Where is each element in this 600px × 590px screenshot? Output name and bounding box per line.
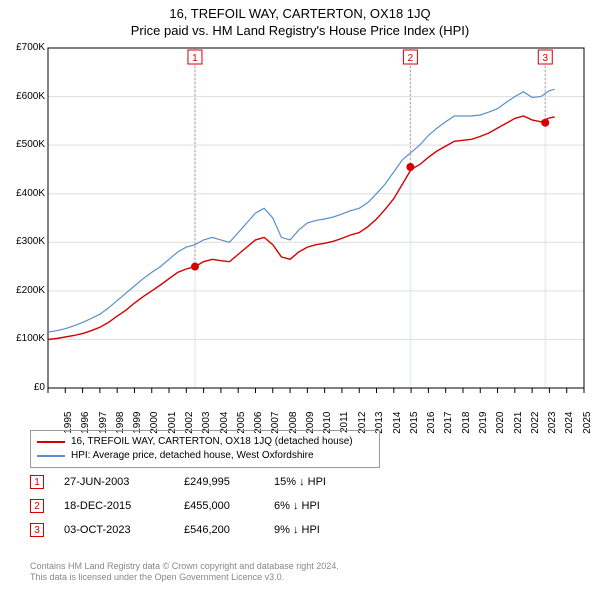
y-tick-label: £600K bbox=[0, 91, 45, 102]
event-diff: 9% ↓ HPI bbox=[274, 524, 364, 536]
legend-row: 16, TREFOIL WAY, CARTERTON, OX18 1JQ (de… bbox=[37, 435, 373, 449]
x-tick-label: 2017 bbox=[443, 412, 454, 434]
x-tick-label: 2014 bbox=[391, 412, 402, 434]
event-price: £546,200 bbox=[184, 524, 254, 536]
event-row-marker: 3 bbox=[30, 523, 44, 537]
legend-label: HPI: Average price, detached house, West… bbox=[71, 449, 314, 463]
page-title: 16, TREFOIL WAY, CARTERTON, OX18 1JQ bbox=[0, 0, 600, 21]
x-tick-label: 2018 bbox=[460, 412, 471, 434]
event-marker-number: 2 bbox=[408, 53, 414, 64]
x-tick-label: 2020 bbox=[495, 412, 506, 434]
series-hpi bbox=[48, 89, 555, 332]
page-subtitle: Price paid vs. HM Land Registry's House … bbox=[0, 21, 600, 38]
footer-text: Contains HM Land Registry data © Crown c… bbox=[30, 561, 339, 584]
x-tick-label: 2025 bbox=[581, 412, 592, 434]
legend-label: 16, TREFOIL WAY, CARTERTON, OX18 1JQ (de… bbox=[71, 435, 353, 449]
chart-area: 1 2 3 bbox=[48, 48, 584, 388]
event-marker-number: 3 bbox=[542, 53, 548, 64]
event-price: £455,000 bbox=[184, 500, 254, 512]
events-table: 1 27-JUN-2003 £249,995 15% ↓ HPI 2 18-DEC-201… bbox=[30, 475, 460, 547]
x-tick-label: 2021 bbox=[512, 412, 523, 434]
line-chart: 1 2 3 bbox=[48, 48, 584, 388]
event-dot bbox=[406, 163, 414, 171]
y-tick-label: £0 bbox=[0, 382, 45, 393]
event-dot bbox=[541, 119, 549, 127]
y-tick-label: £200K bbox=[0, 285, 45, 296]
x-tick-label: 2016 bbox=[426, 412, 437, 434]
event-row-marker: 2 bbox=[30, 499, 44, 513]
event-price: £249,995 bbox=[184, 476, 254, 488]
legend: 16, TREFOIL WAY, CARTERTON, OX18 1JQ (de… bbox=[30, 430, 380, 468]
y-tick-label: £400K bbox=[0, 188, 45, 199]
footer-line2: This data is licensed under the Open Gov… bbox=[30, 572, 339, 584]
event-dot bbox=[191, 263, 199, 271]
event-row-marker: 1 bbox=[30, 475, 44, 489]
x-tick-label: 2023 bbox=[547, 412, 558, 434]
x-tick-label: 2024 bbox=[564, 412, 575, 434]
y-tick-label: £300K bbox=[0, 236, 45, 247]
plot-border bbox=[48, 48, 584, 388]
event-row: 2 18-DEC-2015 £455,000 6% ↓ HPI bbox=[30, 499, 460, 513]
event-date: 03-OCT-2023 bbox=[64, 524, 164, 536]
event-date: 18-DEC-2015 bbox=[64, 500, 164, 512]
y-tick-label: £500K bbox=[0, 139, 45, 150]
legend-row: HPI: Average price, detached house, West… bbox=[37, 449, 373, 463]
x-axis-labels: 1995199619971998199920002001200220032004… bbox=[48, 390, 584, 430]
event-marker-number: 1 bbox=[192, 53, 198, 64]
y-tick-label: £100K bbox=[0, 333, 45, 344]
event-date: 27-JUN-2003 bbox=[64, 476, 164, 488]
x-tick-label: 2022 bbox=[530, 412, 541, 434]
legend-swatch bbox=[37, 441, 65, 443]
event-diff: 6% ↓ HPI bbox=[274, 500, 364, 512]
footer-line1: Contains HM Land Registry data © Crown c… bbox=[30, 561, 339, 573]
event-row: 3 03-OCT-2023 £546,200 9% ↓ HPI bbox=[30, 523, 460, 537]
x-tick-label: 2019 bbox=[478, 412, 489, 434]
y-tick-label: £700K bbox=[0, 42, 45, 53]
container: 16, TREFOIL WAY, CARTERTON, OX18 1JQ Pri… bbox=[0, 0, 600, 590]
x-tick-label: 2015 bbox=[409, 412, 420, 434]
event-diff: 15% ↓ HPI bbox=[274, 476, 364, 488]
legend-swatch bbox=[37, 455, 65, 457]
event-row: 1 27-JUN-2003 £249,995 15% ↓ HPI bbox=[30, 475, 460, 489]
